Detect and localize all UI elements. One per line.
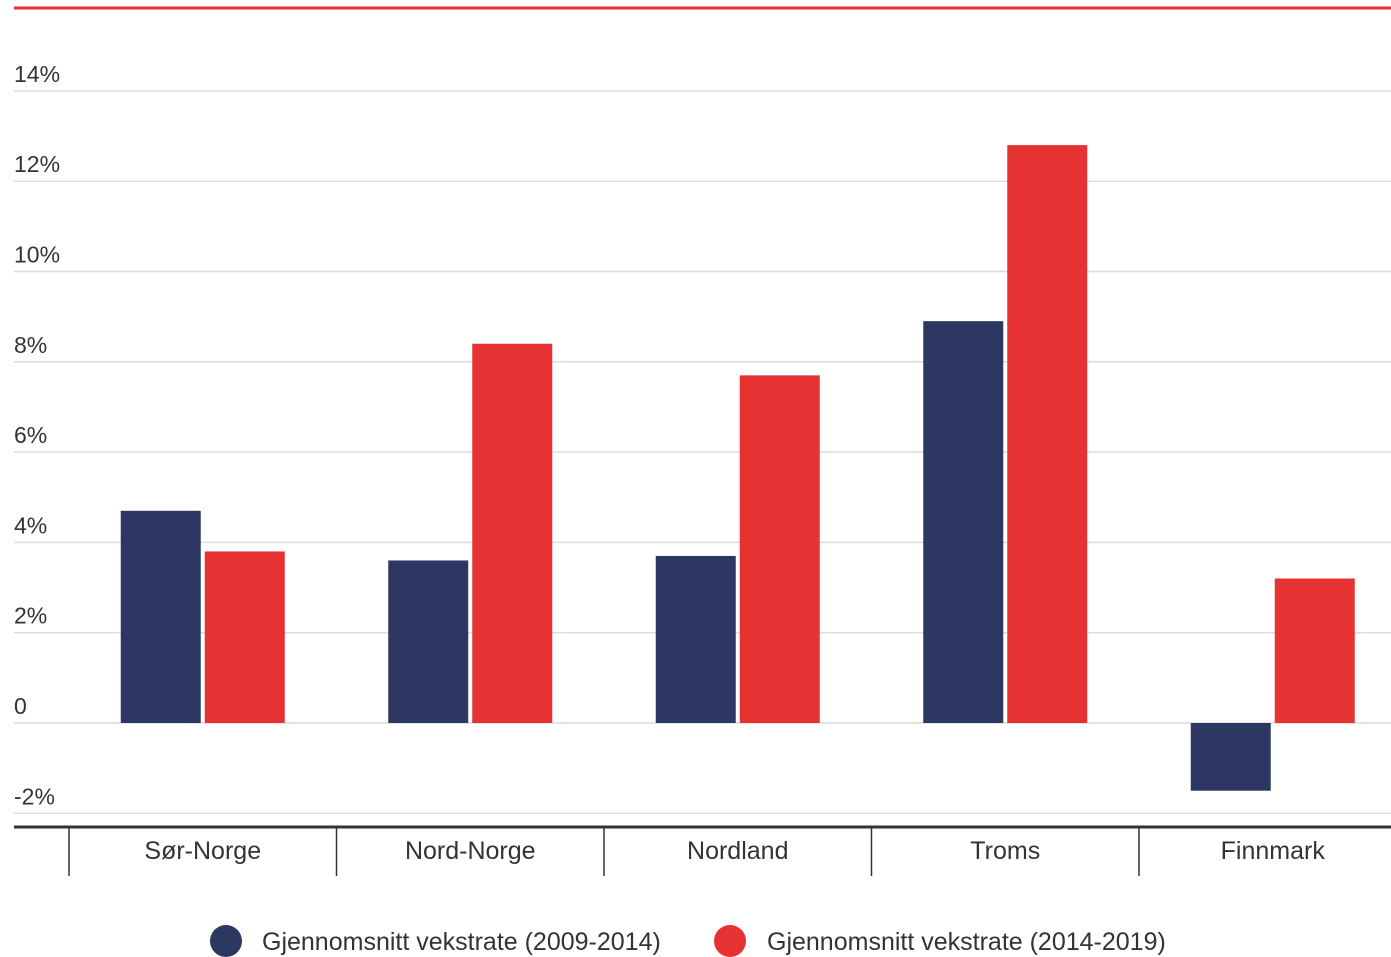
- legend: Gjennomsnitt vekstrate (2009-2014) Gjenno…: [210, 925, 1166, 957]
- legend-label: Gjennomsnitt vekstrate (2009-2014): [262, 928, 661, 956]
- bar-2-sør-norge: [204, 551, 285, 723]
- y-tick-label: 8%: [14, 332, 47, 358]
- y-axis-tick-labels: 14% 12% 10% 8% 6% 4% 2% 0 -2%: [14, 61, 60, 809]
- y-tick-label: 10%: [14, 242, 60, 268]
- y-tick-label: 4%: [14, 512, 47, 538]
- bar-2-nord-norge: [472, 343, 553, 723]
- category-labels: Sør-Norge Nord-Norge Nordland Troms Finnmark: [144, 837, 1325, 865]
- x-tick-label: Troms: [970, 837, 1040, 865]
- bar-1-finnmark: [1190, 723, 1271, 791]
- x-tick-label: Nordland: [687, 837, 788, 865]
- y-tick-label: 12%: [14, 151, 60, 177]
- y-tick-label: 6%: [14, 422, 47, 448]
- bar-1-sør-norge: [120, 510, 201, 723]
- bar-2-nordland: [739, 375, 820, 723]
- legend-swatch: [210, 925, 242, 957]
- x-axis: [14, 825, 1391, 876]
- bar-1-nord-norge: [388, 560, 469, 723]
- x-tick-label: Finnmark: [1221, 837, 1326, 865]
- bar-1-nordland: [655, 555, 736, 723]
- y-tick-label: 0: [14, 693, 27, 719]
- bar-1-troms: [923, 321, 1004, 723]
- bar-2-troms: [1007, 145, 1088, 723]
- y-tick-label: 2%: [14, 603, 47, 629]
- y-tick-label: -2%: [14, 783, 55, 809]
- y-tick-label: 14%: [14, 61, 60, 87]
- legend-swatch: [714, 925, 746, 957]
- bars: [120, 145, 1355, 791]
- x-tick-label: Nord-Norge: [405, 837, 536, 865]
- legend-label: Gjennomsnitt vekstrate (2014-2019): [767, 928, 1166, 956]
- x-tick-label: Sør-Norge: [144, 837, 261, 865]
- bar-2-finnmark: [1274, 578, 1355, 723]
